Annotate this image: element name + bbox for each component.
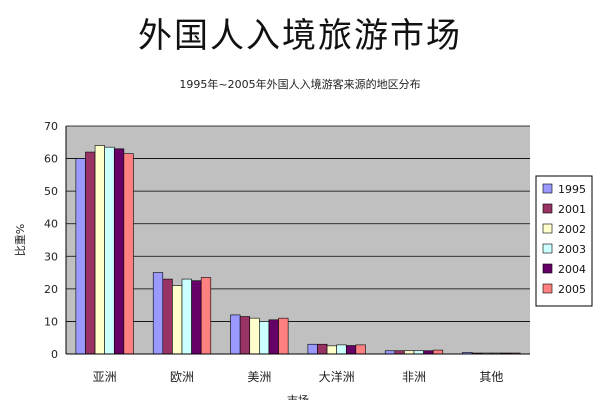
- legend: 1995 2001 2002 2003 2004 2005: [535, 175, 593, 307]
- gridlines: [66, 125, 530, 322]
- legend-swatch: [542, 183, 553, 194]
- bar-2005-2: [278, 317, 289, 355]
- legend-label: 2001: [558, 203, 586, 216]
- bar-2003-1: [181, 278, 192, 355]
- legend-swatch: [542, 223, 553, 234]
- bar-1995-1: [152, 272, 164, 355]
- bar-2003-0: [104, 146, 115, 355]
- bars: [75, 145, 521, 355]
- y-axis-label: 比重%: [13, 224, 27, 256]
- bar-2001-2: [239, 316, 251, 355]
- x-category-labels: 亚洲 欧洲 美洲 大洋洲 非洲 其他: [93, 369, 504, 384]
- plot-area: [66, 126, 530, 354]
- y-tick-label: 30: [44, 250, 58, 263]
- bar-2001-1: [162, 278, 173, 355]
- y-tick-label: 50: [44, 185, 58, 198]
- bar-1995-2: [230, 314, 241, 355]
- legend-label: 2005: [558, 283, 586, 296]
- legend-swatch: [542, 263, 553, 274]
- bar-2002-1: [172, 285, 183, 355]
- y-tick-label: 20: [44, 283, 58, 296]
- bar-2003-2: [259, 321, 270, 355]
- x-axis-label: 市场: [287, 393, 309, 400]
- page-title: 外国人入境旅游市场: [138, 16, 462, 56]
- x-tick-label: 欧洲: [170, 370, 194, 384]
- x-tick-label: 美洲: [247, 370, 271, 384]
- bar-2001-0: [85, 151, 96, 355]
- bar-2005-1: [200, 277, 212, 355]
- x-tick-label: 亚洲: [93, 370, 117, 384]
- y-tick-label: 40: [44, 218, 58, 231]
- x-tick-label: 大洋洲: [319, 369, 355, 384]
- y-tick-label: 60: [44, 153, 58, 166]
- x-tick-label: 非洲: [402, 370, 426, 384]
- legend-swatch: [542, 203, 553, 214]
- y-tick-label: 0: [51, 348, 58, 361]
- bar-2002-0: [94, 145, 105, 355]
- bar-2005-3: [355, 344, 366, 355]
- bar-2004-0: [113, 148, 125, 355]
- bar-2004-2: [268, 319, 279, 355]
- bar-2001-3: [317, 343, 328, 355]
- bar-2002-2: [249, 317, 260, 355]
- bar-2004-3: [345, 345, 357, 355]
- legend-label: 1995: [558, 183, 586, 196]
- legend-label: 2004: [558, 263, 586, 276]
- legend-label: 2003: [558, 243, 586, 256]
- y-tick-labels: 0 10 20 30 40 50 60 70: [44, 120, 58, 361]
- bar-1995-0: [75, 158, 86, 355]
- legend-swatch: [542, 243, 553, 254]
- chart-title: 1995年~2005年外国人入境游客来源的地区分布: [179, 78, 421, 91]
- bar-2002-3: [326, 345, 337, 355]
- bar-2005-4: [432, 349, 444, 355]
- y-tick-label: 10: [44, 315, 58, 328]
- y-tick-label: 70: [44, 120, 58, 133]
- bar-2004-1: [191, 280, 202, 355]
- bar-2005-0: [123, 153, 134, 355]
- legend-label: 2002: [558, 223, 586, 236]
- legend-swatch: [542, 283, 553, 294]
- bar-2003-3: [336, 344, 347, 355]
- bar-1995-3: [307, 343, 318, 355]
- x-tick-label: 其他: [479, 370, 503, 384]
